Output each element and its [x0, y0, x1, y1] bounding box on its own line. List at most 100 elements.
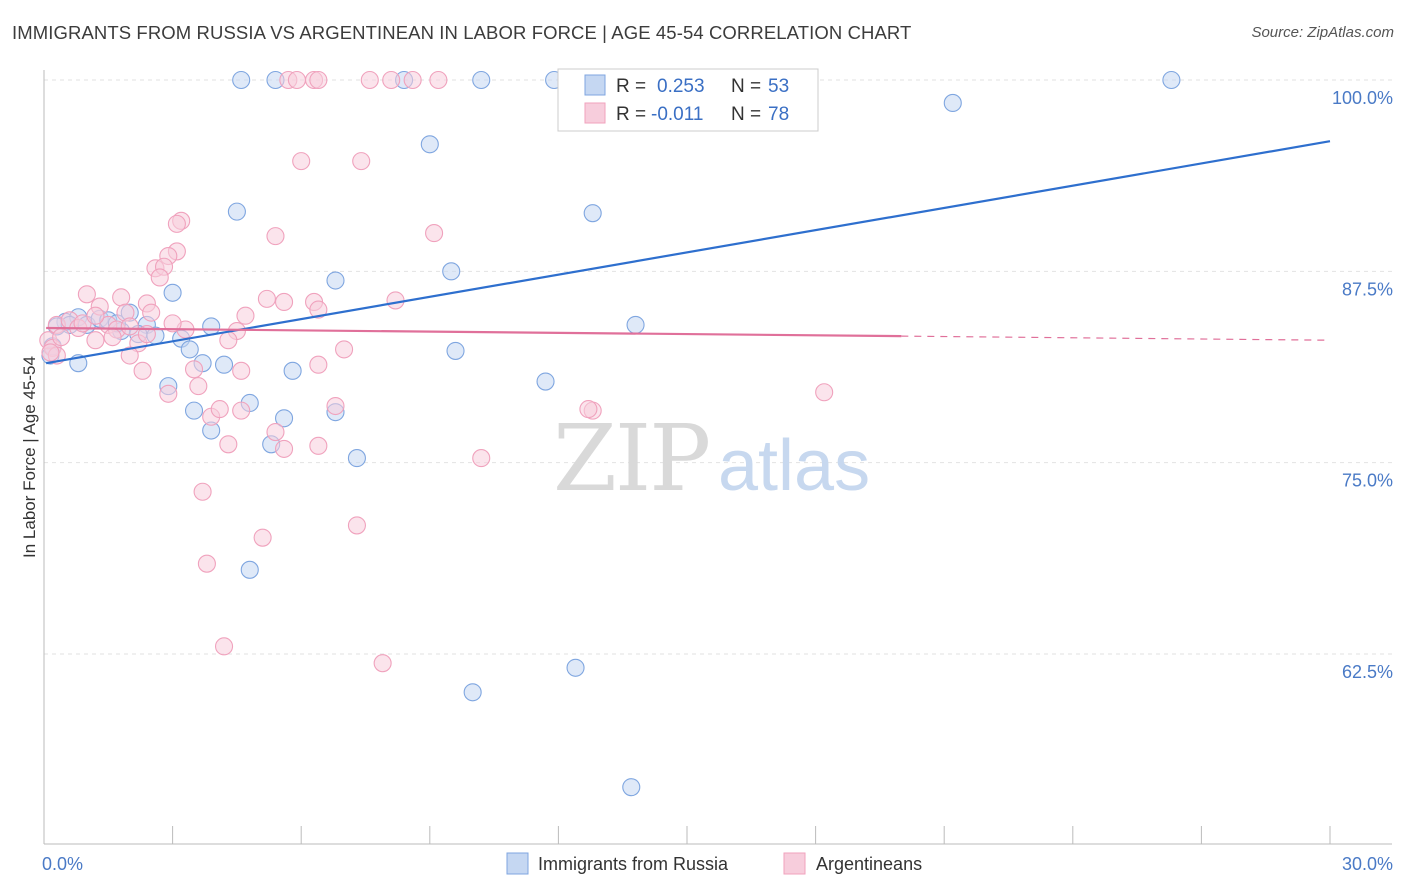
- point-argentineans-19: [77, 285, 96, 304]
- point-argentineans-13: [266, 227, 285, 246]
- legend-n-label-russia: N =: [731, 76, 761, 97]
- x-tick-label-max: 30.0%: [1342, 854, 1393, 874]
- point-argentineans-68: [197, 554, 216, 573]
- point-russia-3: [472, 70, 491, 90]
- point-argentineans-64: [472, 449, 491, 468]
- point-argentineans-48: [133, 361, 152, 380]
- point-argentineans-71: [103, 328, 122, 347]
- point-russia-14: [326, 271, 345, 290]
- point-russia-27: [202, 317, 221, 336]
- legend-n-label-argentineans: N =: [731, 104, 761, 125]
- legend-swatch-russia: [584, 74, 606, 96]
- point-argentineans-36: [120, 317, 139, 336]
- point-argentineans-75: [163, 314, 182, 333]
- point-argentineans-70: [373, 654, 392, 673]
- point-russia-42: [184, 401, 204, 420]
- point-argentineans-62: [275, 439, 294, 458]
- point-russia-10: [420, 135, 439, 154]
- point-russia-39: [536, 372, 555, 391]
- point-argentineans-21: [257, 289, 276, 308]
- point-argentineans-9: [352, 152, 371, 171]
- point-argentineans-61: [219, 435, 238, 454]
- series-legend-label-russia: Immigrants from Russia: [538, 854, 729, 874]
- point-russia-12: [583, 204, 602, 223]
- point-argentineans-74: [86, 306, 105, 325]
- chart-source: Source: ZipAtlas.com: [1251, 24, 1394, 41]
- point-russia-50: [463, 683, 482, 702]
- legend-swatch-argentineans: [584, 102, 606, 124]
- point-argentineans-28: [309, 300, 328, 319]
- legend-r-label-argentineans: R =: [616, 104, 646, 125]
- point-argentineans-63: [309, 436, 328, 455]
- y-tick-labels: 62.5% 75.0% 87.5% 100.0%: [1332, 88, 1393, 682]
- point-argentineans-51: [189, 377, 208, 396]
- y-tick-label-0: 62.5%: [1342, 662, 1393, 682]
- point-argentineans-53: [815, 383, 834, 402]
- y-tick-label-1: 75.0%: [1342, 471, 1393, 491]
- y-tick-label-3: 100.0%: [1332, 88, 1393, 108]
- point-argentineans-55: [232, 401, 251, 420]
- point-russia-36: [214, 355, 234, 374]
- y-tick-label-2: 87.5%: [1342, 279, 1393, 299]
- point-argentineans-49: [184, 360, 204, 379]
- legend-r-value-argentineans: -0.011: [651, 104, 703, 125]
- point-argentineans-22: [275, 292, 294, 311]
- chart-title: IMMIGRANTS FROM RUSSIA VS ARGENTINEAN IN…: [12, 22, 912, 43]
- point-argentineans-69: [214, 637, 234, 656]
- point-argentineans-29: [236, 306, 255, 325]
- point-russia-37: [283, 361, 302, 380]
- point-argentineans-11: [167, 214, 186, 233]
- x-tick-label-min: 0.0%: [42, 854, 83, 874]
- point-argentineans-47: [309, 355, 328, 374]
- point-argentineans-7: [429, 70, 448, 90]
- point-argentineans-50: [232, 361, 251, 380]
- point-russia-28: [626, 315, 645, 334]
- trend-line-argentineans: [46, 326, 902, 338]
- watermark-atlas: atlas: [718, 426, 870, 506]
- legend-n-value-argentineans: 78: [768, 104, 789, 125]
- point-argentineans-56: [210, 400, 229, 419]
- point-russia-51: [622, 778, 641, 797]
- point-argentineans-59: [579, 400, 598, 419]
- point-argentineans-44: [219, 331, 238, 350]
- legend-r-label-russia: R =: [616, 76, 646, 97]
- trend-layer: [45, 140, 1331, 365]
- point-argentineans-1: [287, 70, 306, 90]
- point-argentineans-57: [326, 396, 345, 416]
- point-argentineans-18: [150, 268, 169, 287]
- y-axis-label: In Labor Force | Age 45-54: [20, 356, 39, 558]
- point-argentineans-8: [292, 152, 311, 171]
- series-legend-swatch-russia: [506, 852, 529, 875]
- point-argentineans-77: [52, 328, 71, 347]
- point-argentineans-52: [159, 384, 178, 403]
- point-russia-49: [566, 658, 585, 677]
- point-argentineans-60: [266, 423, 285, 442]
- point-argentineans-24: [386, 291, 405, 310]
- point-argentineans-12: [425, 224, 444, 243]
- series-legend: Immigrants from Russia Argentineans: [506, 852, 922, 875]
- series-legend-swatch-argentineans: [783, 852, 806, 875]
- points-layer: [39, 70, 1181, 797]
- stats-legend: R = 0.253 N = 53 R = -0.011 N = 78: [557, 68, 819, 132]
- watermark-zip: ZIP: [553, 405, 709, 512]
- point-argentineans-76: [41, 343, 60, 362]
- legend-r-value-russia: 0.253: [657, 76, 705, 97]
- point-argentineans-65: [193, 482, 212, 501]
- point-argentineans-67: [253, 528, 272, 547]
- point-argentineans-46: [120, 346, 139, 365]
- point-argentineans-66: [347, 516, 366, 535]
- point-argentineans-4: [360, 70, 379, 90]
- point-russia-15: [163, 283, 182, 302]
- trend-line-russia: [45, 140, 1331, 365]
- point-russia-38: [446, 341, 465, 360]
- point-argentineans-3: [309, 70, 328, 90]
- point-argentineans-5: [382, 70, 401, 90]
- legend-n-value-russia: 53: [768, 76, 789, 97]
- point-russia-47: [347, 449, 366, 468]
- point-argentineans-45: [335, 340, 354, 359]
- point-russia-48: [240, 560, 259, 579]
- point-russia-13: [442, 262, 461, 281]
- point-argentineans-20: [112, 288, 131, 307]
- point-argentineans-42: [86, 331, 105, 350]
